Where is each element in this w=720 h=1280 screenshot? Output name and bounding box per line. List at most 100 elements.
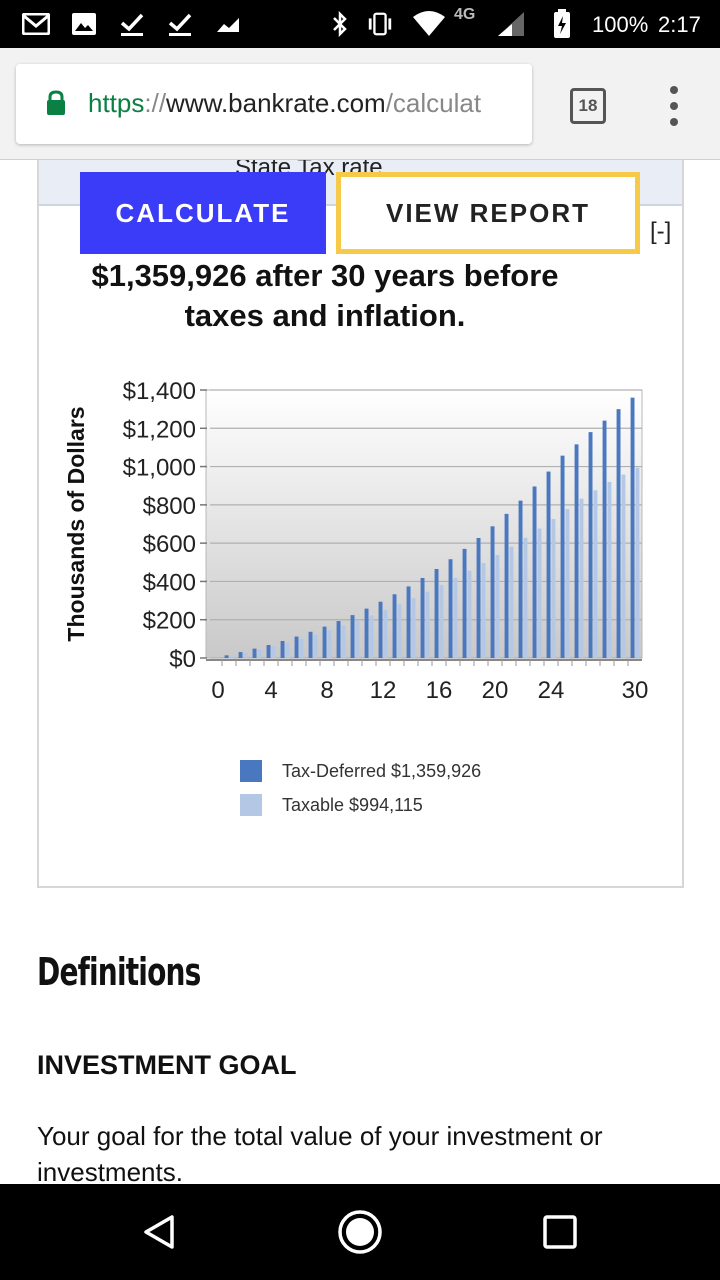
bar-taxable <box>355 620 360 658</box>
y-tick-label: $1,400 <box>123 378 196 405</box>
vibrate-icon <box>366 10 394 38</box>
bar-tax-deferred <box>336 621 341 658</box>
bar-taxable <box>229 655 234 658</box>
headline-line-1: $1,359,926 after 30 years before <box>91 258 559 293</box>
clock: 2:17 <box>658 12 701 37</box>
investment-growth-chart: $0 $200 $400 $600 $800 $1,000 $1,200 $1,400 Thou… <box>63 378 649 704</box>
bar-taxable <box>425 591 430 658</box>
bar-taxable <box>271 646 276 658</box>
bar-taxable <box>551 519 556 658</box>
y-tick-label: $400 <box>143 569 196 596</box>
chart-legend: Tax-Deferred $1,359,926 Taxable $994,115 <box>240 754 481 822</box>
legend-label-taxable: Taxable $994,115 <box>282 794 423 815</box>
tab-switcher-button[interactable]: 18 <box>570 88 606 124</box>
overflow-menu-icon[interactable] <box>660 84 688 128</box>
view-report-button[interactable]: VIEW REPORT <box>336 172 640 254</box>
bar-taxable <box>313 634 318 658</box>
bar-tax-deferred <box>602 420 607 658</box>
definition-text: Your goal for the total value of your in… <box>37 1121 603 1187</box>
recents-icon[interactable] <box>536 1208 584 1256</box>
gmail-icon <box>22 10 50 38</box>
battery-charging-icon <box>552 9 572 38</box>
bar-tax-deferred <box>504 513 509 658</box>
x-tick-label: 4 <box>264 677 277 704</box>
bar-taxable <box>481 563 486 658</box>
bar-taxable <box>453 577 458 658</box>
bar-tax-deferred <box>252 648 257 658</box>
url-host: www.bankrate.com <box>166 88 386 118</box>
x-tick-label: 20 <box>482 677 509 704</box>
legend-item-taxable: Taxable $994,115 <box>240 788 481 822</box>
bar-taxable <box>397 604 402 658</box>
definitions-heading: Definitions <box>37 950 201 994</box>
bar-taxable <box>299 638 304 658</box>
y-tick-label: $0 <box>169 646 196 673</box>
bar-tax-deferred <box>406 586 411 658</box>
network-type: 4G <box>454 6 476 23</box>
bar-tax-deferred <box>364 608 369 658</box>
legend-item-tax-deferred: Tax-Deferred $1,359,926 <box>240 754 481 788</box>
back-icon[interactable] <box>136 1208 184 1256</box>
x-tick-label: 24 <box>538 677 565 704</box>
x-tick-label: 0 <box>211 677 224 704</box>
bar-tax-deferred <box>224 655 229 658</box>
legend-label-tax-deferred: Tax-Deferred $1,359,926 <box>282 760 482 781</box>
bar-tax-deferred <box>280 640 285 658</box>
bar-tax-deferred <box>616 409 621 658</box>
bar-tax-deferred <box>266 644 271 658</box>
bluetooth-icon <box>326 10 354 38</box>
bar-taxable <box>341 625 346 658</box>
bar-tax-deferred <box>434 568 439 658</box>
x-tick-label: 16 <box>426 677 453 704</box>
signal-icon <box>496 10 526 38</box>
url-scheme: https <box>88 88 145 118</box>
legend-swatch-taxable <box>240 794 266 820</box>
bar-taxable <box>369 615 374 658</box>
bar-tax-deferred <box>490 526 495 658</box>
url-path: /calculat <box>385 88 482 118</box>
status-bar: 4G 100% 2:17 <box>0 0 720 48</box>
system-nav-bar <box>0 1184 720 1280</box>
y-axis-title: Thousands of Dollars <box>63 406 89 641</box>
bar-tax-deferred <box>574 444 579 658</box>
calculate-button[interactable]: CALCULATE <box>80 172 326 254</box>
home-icon[interactable] <box>336 1208 384 1256</box>
bar-taxable <box>495 555 500 658</box>
bar-tax-deferred <box>294 636 299 658</box>
y-tick-label: $800 <box>143 493 196 520</box>
headline-line-2: taxes and inflation. <box>184 298 466 333</box>
url-text[interactable]: https://www.bankrate.com/calculat <box>88 88 528 119</box>
x-tick-label: 8 <box>320 677 333 704</box>
bar-tax-deferred <box>560 455 565 658</box>
address-bar[interactable]: https://www.bankrate.com/calculat <box>16 64 532 144</box>
y-tick-label: $200 <box>143 608 196 635</box>
url-separator: :// <box>144 88 167 118</box>
x-tick-label: 12 <box>370 677 397 704</box>
collapse-toggle[interactable]: [-] <box>650 218 672 245</box>
bar-tax-deferred <box>630 397 635 658</box>
bar-taxable <box>635 467 640 658</box>
trend-icon <box>214 10 242 38</box>
bar-tax-deferred <box>476 537 481 658</box>
bar-taxable <box>509 546 514 658</box>
bar-taxable <box>467 570 472 658</box>
x-tick-label: 30 <box>622 677 649 704</box>
bar-taxable <box>565 509 570 658</box>
lock-icon <box>46 90 66 116</box>
bar-taxable <box>523 537 528 658</box>
bar-tax-deferred <box>392 594 397 658</box>
photos-icon <box>70 10 98 38</box>
browser-toolbar: https://www.bankrate.com/calculat 18 <box>0 48 720 160</box>
bar-tax-deferred <box>518 500 523 658</box>
bar-tax-deferred <box>420 577 425 658</box>
bar-tax-deferred <box>588 432 593 658</box>
bar-taxable <box>537 528 542 658</box>
bar-tax-deferred <box>462 548 467 658</box>
bar-taxable <box>579 498 584 658</box>
bar-taxable <box>243 652 248 658</box>
bar-taxable <box>411 598 416 658</box>
bar-taxable <box>285 642 290 658</box>
bar-taxable <box>621 474 626 658</box>
bar-taxable <box>439 585 444 658</box>
tab-count: 18 <box>578 96 598 115</box>
